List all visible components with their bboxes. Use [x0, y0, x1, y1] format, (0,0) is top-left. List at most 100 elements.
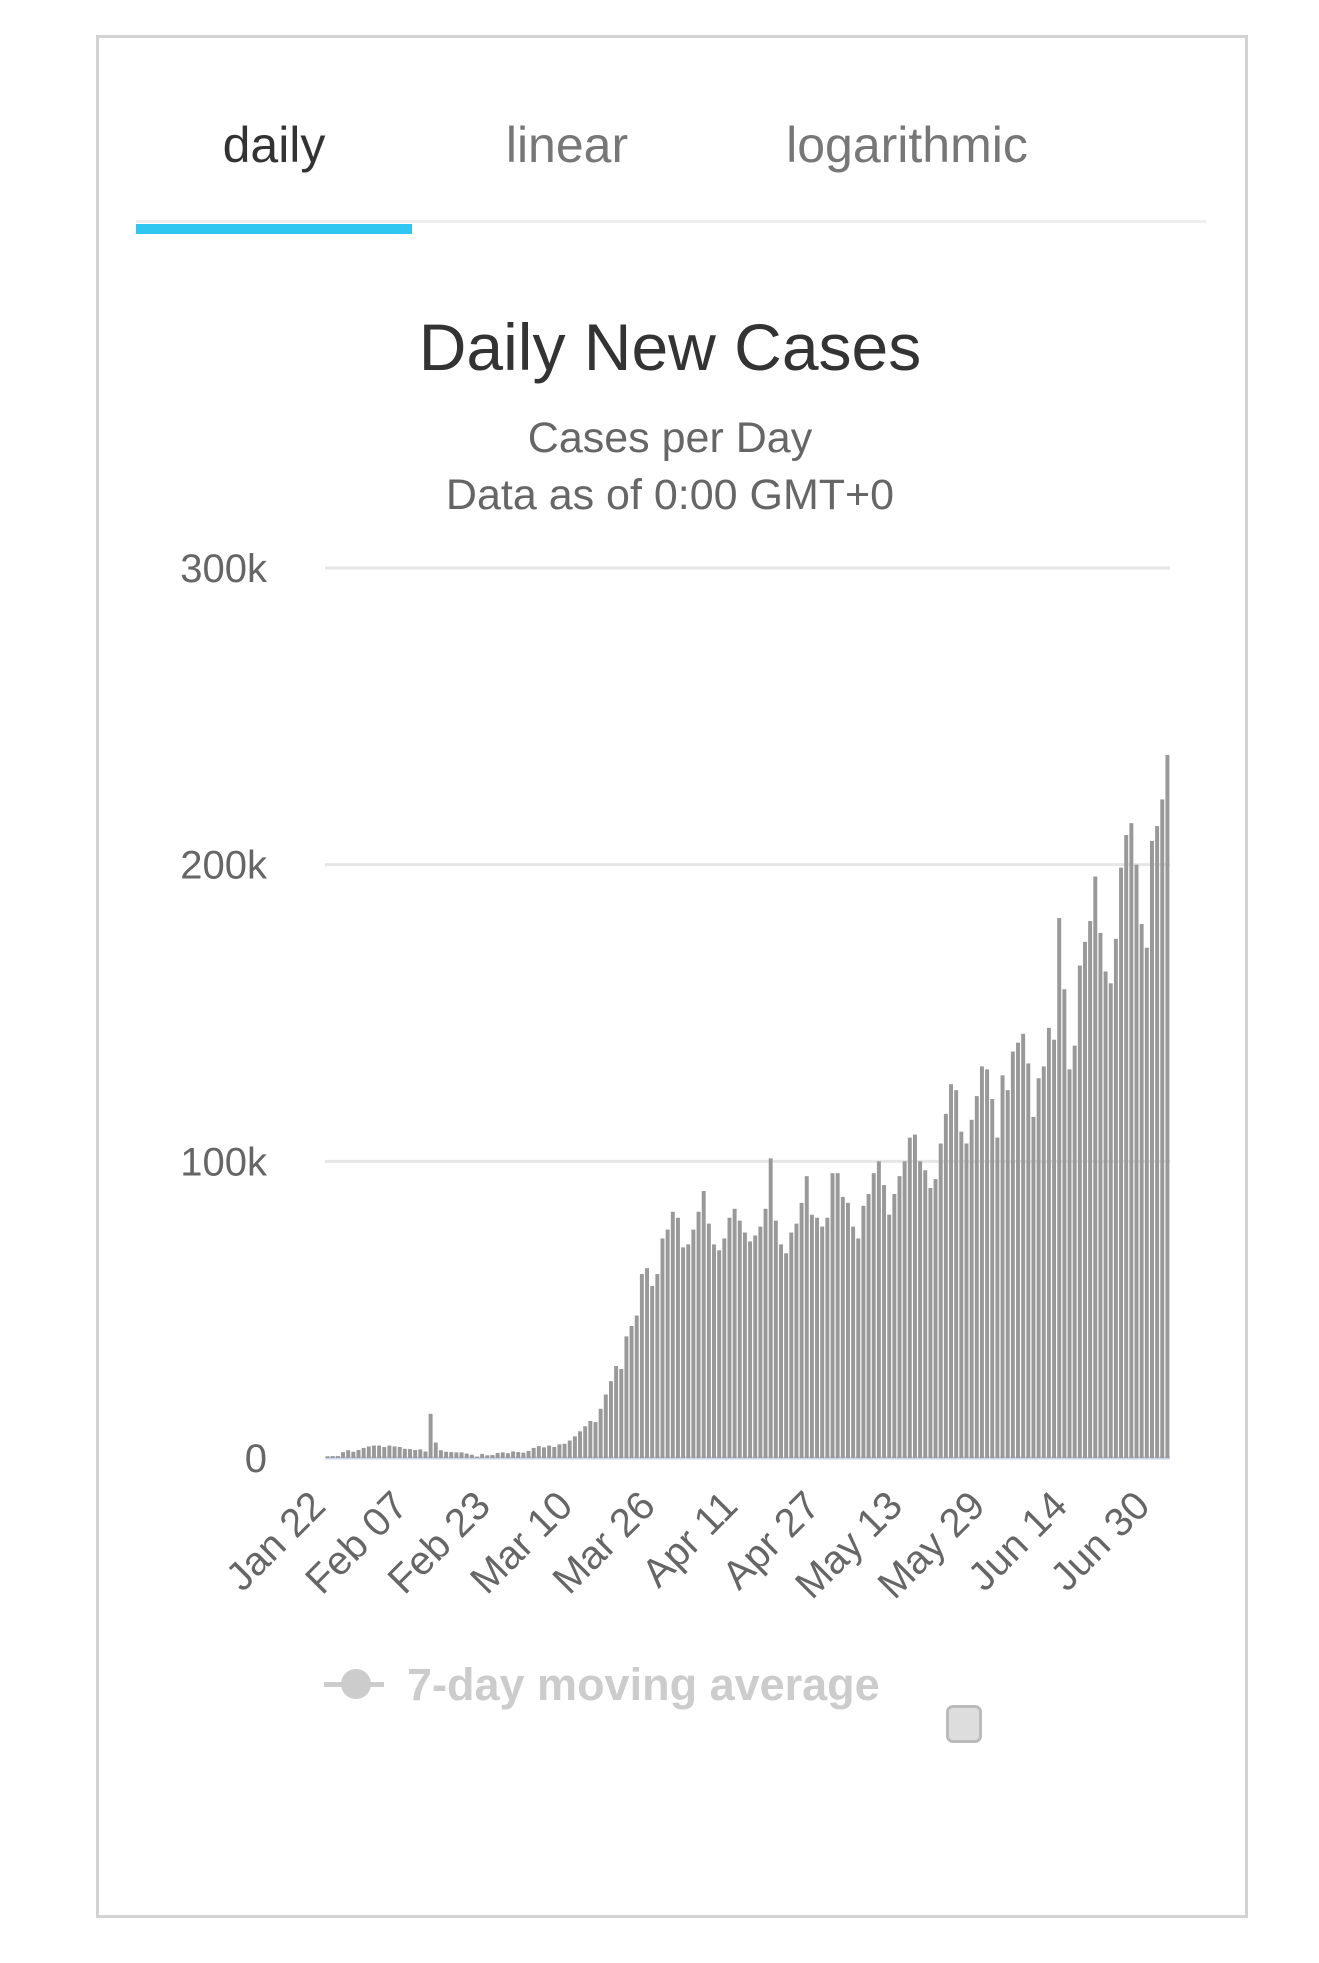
moving-average-checkbox[interactable]: [946, 1705, 982, 1743]
bar[interactable]: [1098, 932, 1103, 1458]
bar[interactable]: [1052, 1039, 1057, 1458]
bar[interactable]: [433, 1442, 438, 1458]
bar[interactable]: [650, 1285, 655, 1458]
bar[interactable]: [330, 1456, 335, 1458]
bar[interactable]: [1057, 918, 1062, 1458]
bar[interactable]: [1010, 1051, 1015, 1458]
bar[interactable]: [866, 1193, 871, 1458]
legend-item[interactable]: 7-day moving average: [324, 1655, 1124, 1715]
bar[interactable]: [1083, 941, 1087, 1458]
bar[interactable]: [1000, 1075, 1005, 1458]
bar[interactable]: [969, 1119, 974, 1458]
bar[interactable]: [1088, 921, 1093, 1458]
bar[interactable]: [423, 1451, 428, 1458]
bar[interactable]: [1077, 965, 1082, 1458]
bar[interactable]: [480, 1453, 485, 1458]
bar[interactable]: [500, 1452, 505, 1458]
bar[interactable]: [851, 1226, 856, 1458]
bar[interactable]: [469, 1454, 474, 1458]
bar[interactable]: [820, 1226, 825, 1458]
bar[interactable]: [531, 1447, 536, 1458]
bar[interactable]: [449, 1452, 454, 1458]
bar[interactable]: [660, 1238, 665, 1458]
bar[interactable]: [346, 1450, 351, 1458]
bar[interactable]: [645, 1268, 649, 1458]
bar[interactable]: [727, 1217, 732, 1458]
bar[interactable]: [1160, 799, 1165, 1458]
bar[interactable]: [681, 1247, 686, 1458]
bar[interactable]: [985, 1069, 990, 1458]
bar[interactable]: [1103, 971, 1108, 1458]
bar[interactable]: [675, 1217, 680, 1458]
bar[interactable]: [918, 1161, 923, 1458]
bar[interactable]: [923, 1170, 928, 1458]
bar[interactable]: [732, 1208, 737, 1458]
bar[interactable]: [990, 1099, 995, 1458]
bar[interactable]: [1031, 1116, 1036, 1458]
bar[interactable]: [356, 1449, 361, 1458]
bar[interactable]: [598, 1408, 603, 1458]
bar[interactable]: [912, 1134, 917, 1458]
bar[interactable]: [907, 1137, 912, 1458]
bar[interactable]: [603, 1394, 608, 1458]
bar[interactable]: [943, 1113, 948, 1458]
bar[interactable]: [846, 1202, 850, 1458]
bar[interactable]: [1036, 1078, 1041, 1458]
bar[interactable]: [876, 1161, 881, 1458]
bar[interactable]: [464, 1453, 469, 1458]
bar[interactable]: [799, 1202, 804, 1458]
bar[interactable]: [1016, 1042, 1020, 1458]
bar[interactable]: [325, 1456, 330, 1458]
bar[interactable]: [371, 1445, 376, 1458]
bar[interactable]: [562, 1443, 567, 1458]
bar[interactable]: [1155, 826, 1160, 1458]
bar[interactable]: [722, 1238, 727, 1458]
bar[interactable]: [495, 1452, 500, 1458]
bar[interactable]: [959, 1131, 964, 1458]
bar[interactable]: [505, 1453, 510, 1458]
bar[interactable]: [717, 1250, 722, 1458]
bar[interactable]: [1026, 1063, 1031, 1458]
bar[interactable]: [856, 1238, 861, 1458]
bar[interactable]: [418, 1449, 423, 1458]
bar[interactable]: [377, 1445, 382, 1458]
bar[interactable]: [552, 1447, 557, 1458]
bar[interactable]: [954, 1090, 959, 1458]
bar[interactable]: [882, 1185, 887, 1458]
bar[interactable]: [995, 1137, 1000, 1458]
bar[interactable]: [712, 1244, 716, 1458]
bar[interactable]: [475, 1456, 479, 1458]
bar[interactable]: [335, 1456, 340, 1458]
bar[interactable]: [490, 1455, 495, 1458]
bar[interactable]: [1124, 835, 1129, 1458]
bar[interactable]: [949, 1084, 953, 1458]
bar[interactable]: [794, 1223, 799, 1458]
bar[interactable]: [670, 1211, 675, 1458]
bar[interactable]: [1005, 1090, 1010, 1458]
bar[interactable]: [938, 1143, 943, 1458]
bar[interactable]: [547, 1445, 552, 1458]
bar[interactable]: [887, 1214, 892, 1458]
bar[interactable]: [779, 1244, 783, 1458]
bar[interactable]: [526, 1450, 531, 1458]
bar[interactable]: [382, 1447, 387, 1458]
bar[interactable]: [974, 1096, 979, 1458]
bar[interactable]: [840, 1196, 845, 1458]
bar[interactable]: [789, 1232, 794, 1458]
bar[interactable]: [485, 1455, 490, 1458]
tab-daily[interactable]: daily: [222, 117, 326, 173]
bar[interactable]: [572, 1436, 577, 1458]
bar[interactable]: [768, 1158, 773, 1458]
bar[interactable]: [516, 1452, 521, 1458]
bar[interactable]: [624, 1336, 629, 1458]
bar[interactable]: [1113, 938, 1118, 1458]
bar[interactable]: [1062, 989, 1067, 1458]
bar[interactable]: [1119, 867, 1124, 1458]
bar[interactable]: [454, 1452, 459, 1458]
bar[interactable]: [588, 1420, 593, 1458]
bar[interactable]: [902, 1161, 907, 1458]
bar[interactable]: [830, 1173, 835, 1458]
bar[interactable]: [521, 1452, 526, 1458]
bar[interactable]: [444, 1451, 449, 1458]
bar[interactable]: [1072, 1045, 1077, 1458]
